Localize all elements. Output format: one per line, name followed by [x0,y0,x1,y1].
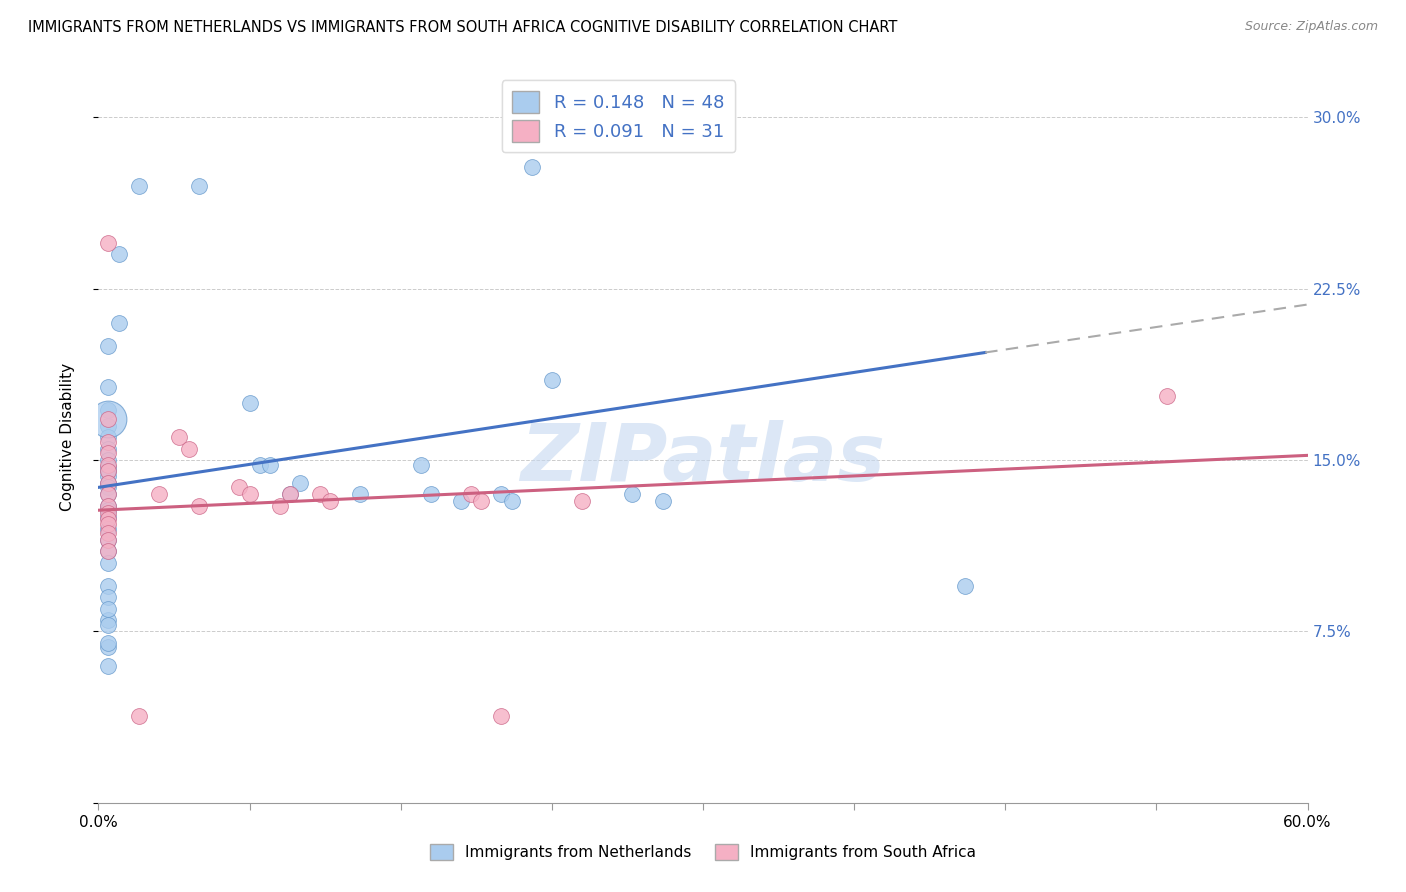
Point [97,458,120,472]
Text: IMMIGRANTS FROM NETHERLANDS VS IMMIGRANTS FROM SOUTH AFRICA COGNITIVE DISABILITY: IMMIGRANTS FROM NETHERLANDS VS IMMIGRANT… [28,20,897,35]
Point [97,235,120,250]
Legend: Immigrants from Netherlands, Immigrants from South Africa: Immigrants from Netherlands, Immigrants … [425,838,981,866]
Point [97,503,120,517]
Point [148,487,170,501]
Point [97,658,120,673]
Point [409,458,432,472]
Point [97,475,120,490]
Point [97,521,120,535]
Point [97,533,120,547]
Point [269,499,291,513]
Legend: R = 0.148   N = 48, R = 0.091   N = 31: R = 0.148 N = 48, R = 0.091 N = 31 [502,80,735,153]
Point [651,494,673,508]
Y-axis label: Cognitive Disability: Cognitive Disability [60,363,75,511]
Point [288,475,311,490]
Point [97,544,120,558]
Point [97,475,120,490]
Point [97,544,120,558]
Point [97,434,120,449]
Point [97,617,120,632]
Point [97,459,120,474]
Point [128,178,150,193]
Point [97,469,120,483]
Point [97,499,120,513]
Point [97,402,120,417]
Point [278,487,301,501]
Point [953,579,976,593]
Point [97,516,120,531]
Point [179,442,201,456]
Point [97,487,120,501]
Point [107,247,129,261]
Point [97,601,120,615]
Point [97,453,120,467]
Point [239,487,262,501]
Point [97,506,120,520]
Point [97,442,120,456]
Point [97,412,120,426]
Point [349,487,371,501]
Point [97,446,120,460]
Point [309,487,332,501]
Point [501,494,523,508]
Point [491,487,513,501]
Point [571,494,593,508]
Point [97,464,120,478]
Point [97,590,120,604]
Point [491,709,513,723]
Point [107,316,129,330]
Point [319,494,342,508]
Point [249,458,271,472]
Point [420,487,443,501]
Point [97,499,120,513]
Point [188,178,211,193]
Point [470,494,492,508]
Point [520,161,543,175]
Point [259,458,281,472]
Point [97,613,120,627]
Point [97,636,120,650]
Text: Source: ZipAtlas.com: Source: ZipAtlas.com [1244,20,1378,33]
Text: ZIPatlas: ZIPatlas [520,420,886,498]
Point [97,512,120,526]
Point [188,499,211,513]
Point [97,526,120,541]
Point [97,412,120,426]
Point [97,487,120,501]
Point [97,464,120,478]
Point [97,579,120,593]
Point [97,510,120,524]
Point [450,494,472,508]
Point [621,487,644,501]
Point [97,640,120,655]
Point [97,418,120,433]
Point [228,480,250,494]
Point [128,709,150,723]
Point [540,373,562,387]
Point [460,487,482,501]
Point [97,338,120,352]
Point [167,430,190,444]
Point [278,487,301,501]
Point [97,556,120,570]
Point [97,533,120,547]
Point [97,480,120,494]
Point [97,430,120,444]
Point [239,396,262,410]
Point [1156,389,1178,403]
Point [97,380,120,394]
